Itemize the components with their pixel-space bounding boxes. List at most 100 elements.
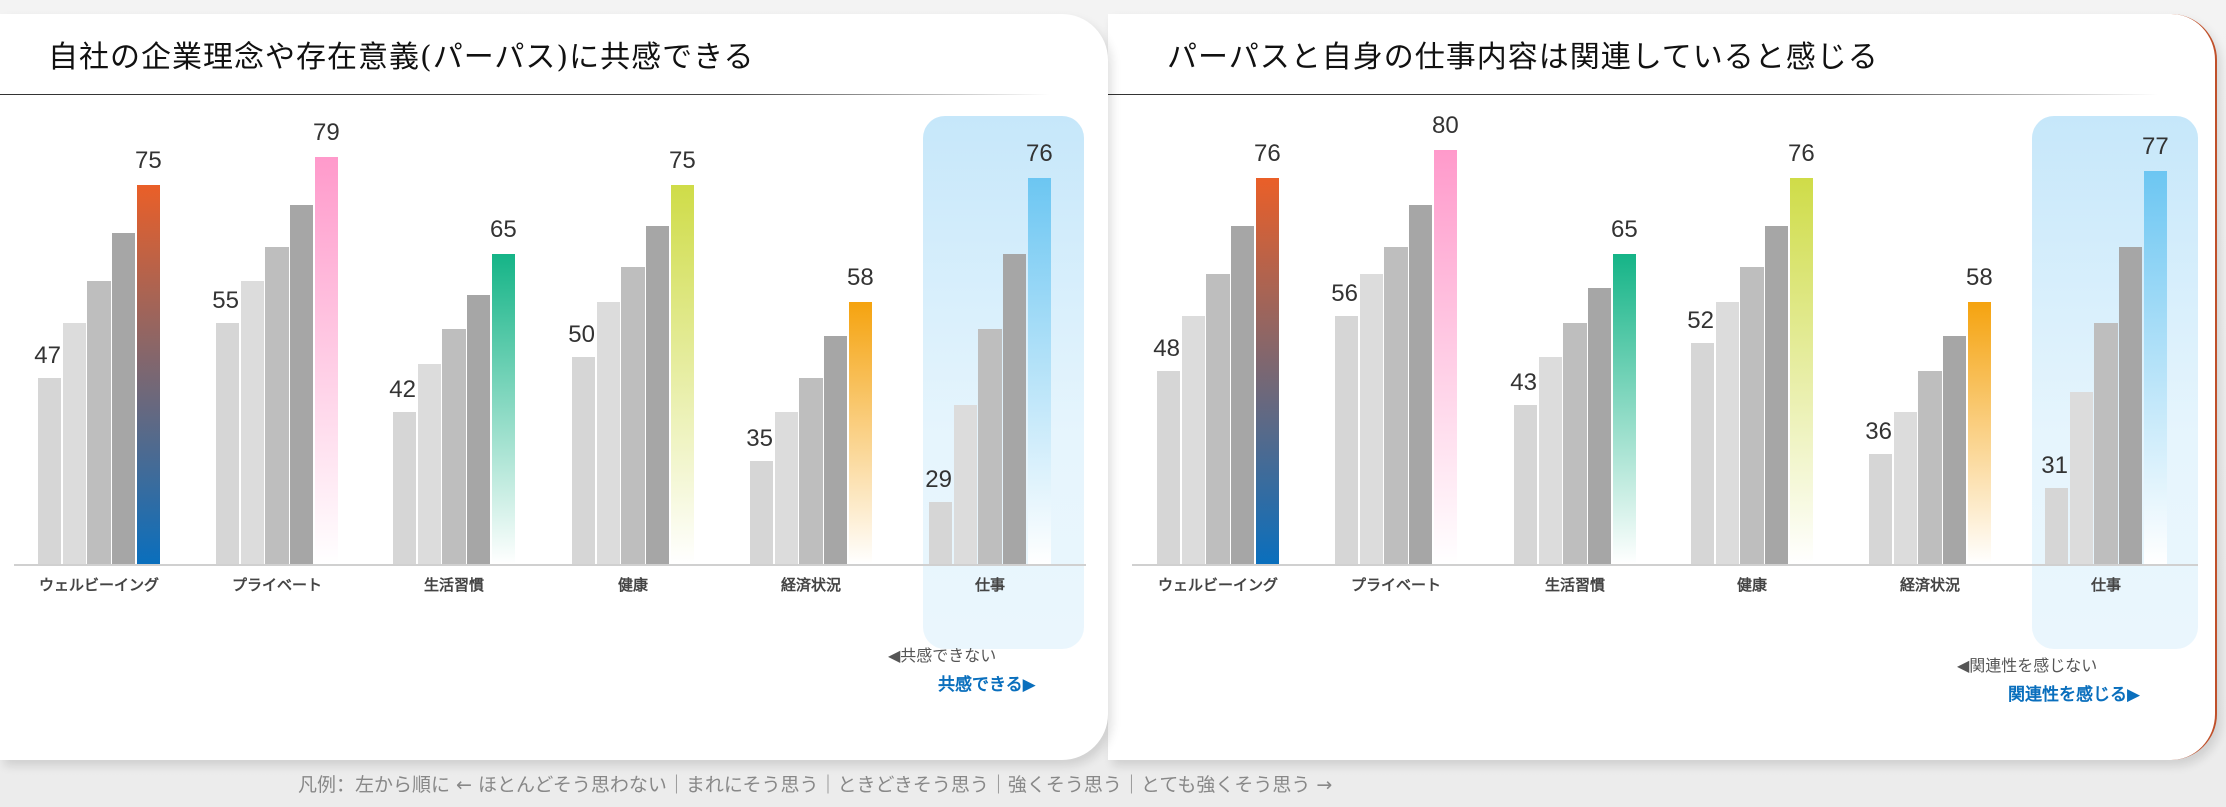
bar	[1255, 177, 1280, 564]
bar	[1868, 453, 1893, 564]
bar	[1002, 253, 1027, 564]
value-label: 58	[1966, 263, 1993, 291]
positive-annotation: 関連性を感じる▶	[2008, 685, 2141, 705]
chart-title: 自社の企業理念や存在意義(パーパス)に共感できる	[48, 40, 755, 75]
bar	[1715, 301, 1740, 564]
value-label: 76	[1254, 139, 1281, 167]
bar	[2044, 488, 2069, 564]
bar	[111, 232, 136, 564]
value-label: 79	[313, 118, 340, 146]
bar	[1359, 274, 1384, 564]
bar	[774, 412, 799, 564]
negative-annotation: ◀関連性を感じない	[1957, 656, 2098, 675]
value-label: 55	[212, 286, 239, 314]
bar	[2118, 246, 2143, 564]
bar	[1740, 267, 1764, 564]
bar	[1942, 336, 1967, 564]
value-label: 76	[1788, 139, 1815, 167]
value-label: 65	[1611, 215, 1638, 243]
bar	[571, 357, 596, 564]
bar	[2094, 322, 2118, 564]
value-label: 75	[669, 146, 696, 174]
category-label: ウェルビーイング	[38, 576, 160, 594]
bar	[2143, 170, 2168, 564]
value-label: 42	[389, 376, 416, 404]
title-divider	[0, 94, 1050, 95]
category-label: 経済状況	[780, 576, 842, 594]
value-label: 36	[1865, 417, 1892, 445]
bar	[136, 184, 161, 564]
bar	[392, 412, 417, 564]
category-label: 仕事	[974, 576, 1006, 594]
bar	[621, 267, 645, 564]
bar	[491, 253, 516, 564]
value-label: 29	[925, 465, 952, 493]
bar	[1563, 322, 1587, 564]
legend-text: 凡例：左から順に ← ほとんどそう思わない｜まれにそう思う｜ときどきそう思う｜強…	[298, 774, 1333, 796]
bar	[953, 405, 978, 564]
value-label: 52	[1687, 307, 1714, 335]
category-label: プライベート	[1350, 576, 1442, 594]
bar	[442, 329, 466, 564]
bar	[1230, 225, 1255, 564]
bar	[1789, 177, 1814, 564]
bar	[314, 156, 339, 564]
bar	[645, 225, 670, 564]
bar	[749, 460, 774, 564]
chart-card-relevance: パーパスと自身の仕事内容は関連していると感じる 48 76 ウェルビーイング 56 80…	[1108, 14, 2217, 760]
category-label: ウェルビーイング	[1157, 576, 1279, 594]
value-label: 76	[1026, 139, 1053, 167]
category-label: 仕事	[2090, 576, 2122, 594]
value-label: 65	[490, 215, 517, 243]
value-label: 56	[1331, 279, 1358, 307]
bar	[1690, 343, 1715, 564]
bar	[1334, 315, 1359, 564]
bar	[289, 205, 314, 564]
negative-annotation: ◀共感できない	[888, 646, 997, 665]
bar	[2069, 391, 2094, 564]
value-label: 47	[34, 341, 61, 369]
bar	[240, 281, 265, 564]
value-label: 31	[2041, 452, 2068, 480]
bar	[848, 301, 873, 564]
bar	[1967, 301, 1992, 564]
bar	[1156, 370, 1181, 564]
bar	[1206, 274, 1230, 564]
positive-annotation: 共感できる▶	[938, 675, 1036, 695]
category-label: 生活習慣	[423, 576, 485, 594]
bar	[265, 246, 289, 564]
value-label: 43	[1510, 369, 1537, 397]
bar	[1918, 370, 1942, 564]
bar	[928, 501, 953, 564]
category-label: 経済状況	[1899, 576, 1961, 594]
value-label: 80	[1432, 112, 1459, 139]
bar	[596, 301, 621, 564]
bar	[1384, 246, 1408, 564]
category-label: プライベート	[231, 576, 323, 594]
category-label: 生活習慣	[1544, 576, 1606, 594]
bar	[62, 322, 87, 564]
value-label: 35	[746, 424, 773, 452]
title-divider	[1108, 94, 2158, 95]
bar	[215, 322, 240, 564]
bar	[466, 294, 491, 564]
value-label: 58	[847, 263, 874, 291]
category-label: 健康	[617, 576, 649, 594]
value-label: 77	[2142, 132, 2169, 160]
value-label: 50	[568, 321, 595, 348]
value-label: 75	[135, 146, 162, 174]
category-label: 健康	[1736, 576, 1768, 594]
chart-title: パーパスと自身の仕事内容は関連していると感じる	[1167, 40, 1879, 75]
chart-card-empathy: 自社の企業理念や存在意義(パーパス)に共感できる 47 75 ウェルビーイング 55 7…	[0, 14, 1108, 760]
bar	[1433, 150, 1458, 564]
bar	[1027, 177, 1052, 564]
bar	[37, 377, 62, 564]
bar	[1587, 288, 1612, 564]
value-label: 48	[1153, 334, 1180, 362]
bar	[823, 336, 848, 564]
bar	[1538, 357, 1563, 564]
bar	[978, 329, 1002, 564]
bar	[670, 184, 695, 564]
x-axis-baseline	[14, 564, 1086, 566]
bar	[1764, 225, 1789, 564]
